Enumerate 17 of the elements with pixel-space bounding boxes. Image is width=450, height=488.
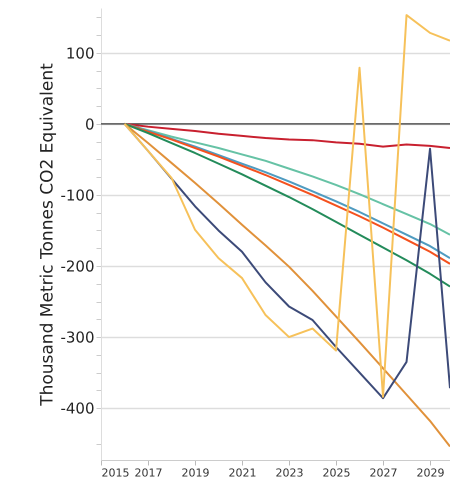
y-tick-label: 0 <box>84 115 94 134</box>
x-tick-label: 2015 <box>102 466 130 480</box>
x-tick-label: 2021 <box>228 466 257 480</box>
line-series <box>124 14 450 398</box>
y-tick-label: -400 <box>60 400 94 418</box>
x-tick-label: 2023 <box>276 466 304 480</box>
x-tick-label: 2029 <box>416 466 445 480</box>
y-tick-label: -100 <box>60 186 94 204</box>
y-tick-label: -200 <box>60 257 94 276</box>
x-tick-label: 2017 <box>134 466 163 480</box>
y-tick-label: 100 <box>66 44 94 62</box>
line-series <box>124 122 450 150</box>
x-tick-label: 2027 <box>370 466 398 480</box>
y-tick-label: -300 <box>60 328 94 347</box>
y-axis-title: Thousand Metric Tonnes CO2 Equivalent <box>37 62 58 407</box>
x-tick-label: 2025 <box>322 466 351 480</box>
x-tick-label: 2019 <box>182 466 210 480</box>
